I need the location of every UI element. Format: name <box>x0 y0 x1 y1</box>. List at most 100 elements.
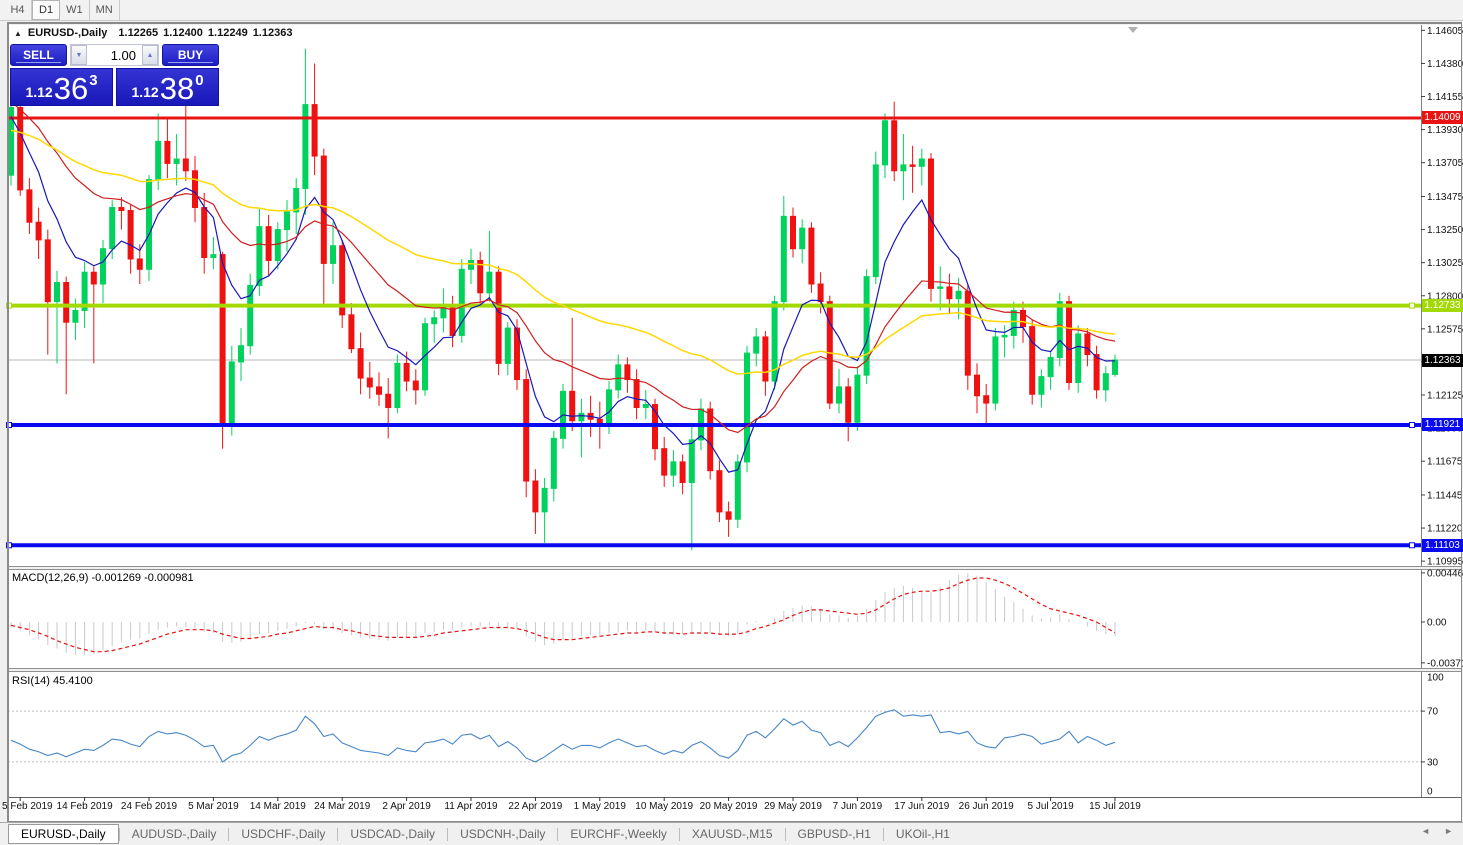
volume-increase-icon[interactable]: ▲ <box>142 45 158 65</box>
candle-body <box>339 245 346 316</box>
macd-label: MACD(12,26,9) -0.001269 -0.000981 <box>12 572 194 584</box>
price-tick-label: 1.12575 <box>1427 324 1463 335</box>
candle-body <box>974 374 980 397</box>
price-tick-label: 1.14605 <box>1427 26 1463 37</box>
chart-tab-5[interactable]: USDCNH-,Daily <box>460 827 546 841</box>
candle-body <box>918 158 925 167</box>
tab-separator <box>118 827 120 841</box>
candle-body <box>707 408 714 472</box>
rsi-label: RSI(14) 45.4100 <box>12 675 93 687</box>
candle-body <box>900 164 907 172</box>
candle-body <box>1056 301 1063 359</box>
candle-body <box>1038 376 1045 395</box>
candle-body <box>330 245 336 264</box>
candle-body <box>882 120 888 166</box>
date-label: 10 May 2019 <box>635 801 694 812</box>
candle-body <box>44 239 51 303</box>
price-badge: 1.14009 <box>1422 111 1463 125</box>
candle-body <box>1047 357 1054 378</box>
price-tick-label: 1.11675 <box>1427 457 1463 468</box>
chart-tab-7[interactable]: XAUUSD-,M15 <box>691 827 773 841</box>
rsi-tick-label: 70 <box>1427 707 1439 718</box>
candle-body <box>863 276 870 376</box>
candle-body <box>146 179 152 270</box>
scroll-left-icon[interactable]: ◄ <box>1421 826 1431 836</box>
level-handle[interactable] <box>6 421 12 428</box>
candle-body <box>210 254 217 259</box>
rsi-tick-label: 0 <box>1427 787 1433 798</box>
candle-body <box>238 345 244 363</box>
candle-body <box>615 364 622 391</box>
panel-divider[interactable] <box>8 668 1462 672</box>
date-label: 14 Feb 2019 <box>56 801 113 812</box>
candle-body <box>504 327 511 364</box>
candle-body <box>274 229 281 261</box>
candle-body <box>228 361 235 425</box>
chart-tab-3[interactable]: USDCHF-,Daily <box>241 827 326 841</box>
chart-tabs-bar: EURUSD-,Daily AUDUSD-,Daily USDCHF-,Daily U… <box>0 822 1463 845</box>
level-handle[interactable] <box>6 302 12 309</box>
timeframe-tab-mn[interactable]: MN <box>90 0 120 20</box>
volume-control: ▼ 1.00 ▲ <box>70 44 159 66</box>
tab-separator <box>784 827 786 841</box>
macd-tick-label: -0.003715 <box>1427 658 1463 669</box>
price-tick-label: 1.13025 <box>1427 258 1463 269</box>
candle-body <box>357 348 364 379</box>
sell-price-box[interactable]: 1.12 36 3 <box>10 68 113 106</box>
sell-button[interactable]: SELL <box>10 44 67 66</box>
candle-body <box>1112 359 1118 375</box>
timeframe-tab-w1[interactable]: W1 <box>60 0 90 20</box>
candle-body <box>90 271 97 285</box>
buy-price-box[interactable]: 1.12 38 0 <box>116 68 219 106</box>
level-handle[interactable] <box>1409 302 1415 309</box>
sell-price-prefix: 1.12 <box>25 84 53 100</box>
rsi-tick-label: 100 <box>1427 673 1444 684</box>
time-axis-background <box>8 797 1462 821</box>
volume-input[interactable]: 1.00 <box>87 45 142 65</box>
date-label: 29 May 2019 <box>764 801 822 812</box>
buy-price-pip: 0 <box>195 72 204 89</box>
candle-body <box>219 254 226 425</box>
timeframe-tab-d1[interactable]: D1 <box>32 0 61 20</box>
tab-separator <box>557 827 559 841</box>
price-tick-label: 1.14155 <box>1427 92 1463 103</box>
candle-body <box>946 286 953 300</box>
tab-separator <box>447 827 449 841</box>
chart-tab-6[interactable]: EURCHF-,Weekly <box>570 827 667 841</box>
price-badge: 1.12733 <box>1422 299 1463 313</box>
candle-body <box>155 140 162 181</box>
candle-body <box>808 227 815 285</box>
candle-body <box>63 282 70 323</box>
tab-scroll-controls: ◄ ► <box>1421 826 1453 836</box>
sell-price-pip: 3 <box>89 72 98 89</box>
panel-collapse-icon[interactable]: ▲ <box>14 28 22 38</box>
candle-body <box>854 374 861 423</box>
candle-body <box>311 104 318 157</box>
chart-tab-2[interactable]: AUDUSD-,Daily <box>131 827 217 841</box>
candle-body <box>136 258 143 270</box>
level-handle[interactable] <box>6 542 12 549</box>
level-handle[interactable] <box>1409 421 1415 428</box>
candle-body <box>790 215 796 250</box>
scroll-right-icon[interactable]: ► <box>1444 826 1453 836</box>
volume-decrease-icon[interactable]: ▼ <box>71 45 87 65</box>
chart-shift-marker-icon[interactable] <box>1128 27 1138 33</box>
chart-tab-9[interactable]: UKOil-,H1 <box>895 827 950 841</box>
candle-body <box>293 187 300 213</box>
buy-button[interactable]: BUY <box>162 44 219 66</box>
candle-body <box>744 352 750 463</box>
candle-body <box>670 461 677 476</box>
timeframe-tab-h4[interactable]: H4 <box>4 0 32 20</box>
chart-tab-1[interactable]: EURUSD-,Daily <box>8 824 119 844</box>
chart-tab-8[interactable]: GBPUSD-,H1 <box>797 827 871 841</box>
date-label: 20 May 2019 <box>699 801 758 812</box>
candle-body <box>109 207 116 250</box>
panel-divider[interactable] <box>8 566 1462 570</box>
date-label: 5 Mar 2019 <box>188 801 239 812</box>
candle-body <box>320 155 327 264</box>
candle-body <box>284 211 290 231</box>
chart-tab-4[interactable]: USDCAD-,Daily <box>350 827 436 841</box>
level-handle[interactable] <box>1409 542 1415 549</box>
